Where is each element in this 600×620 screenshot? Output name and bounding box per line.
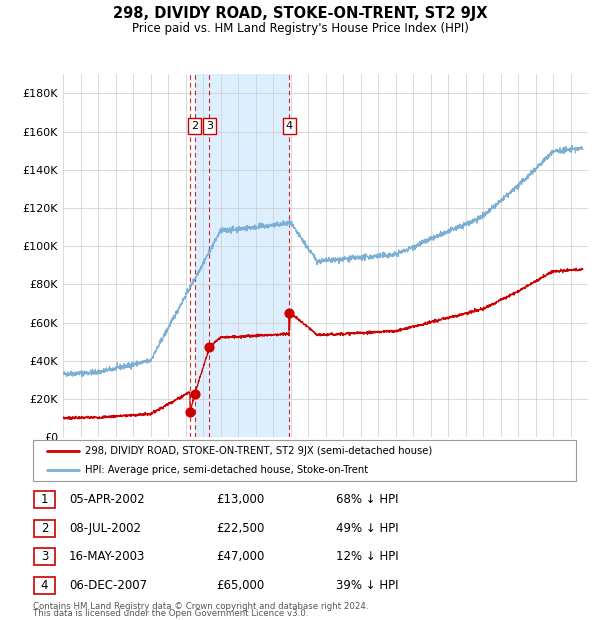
Text: 3: 3 [41,551,48,563]
Text: 12% ↓ HPI: 12% ↓ HPI [336,551,398,563]
FancyBboxPatch shape [34,520,55,536]
Text: £22,500: £22,500 [216,522,265,534]
Text: £65,000: £65,000 [216,579,264,591]
Text: 1: 1 [41,494,48,506]
Text: Price paid vs. HM Land Registry's House Price Index (HPI): Price paid vs. HM Land Registry's House … [131,22,469,35]
Text: 49% ↓ HPI: 49% ↓ HPI [336,522,398,534]
FancyBboxPatch shape [33,440,576,480]
Text: 2: 2 [41,522,48,534]
Point [185,407,195,417]
Text: 06-DEC-2007: 06-DEC-2007 [69,579,147,591]
Text: HPI: Average price, semi-detached house, Stoke-on-Trent: HPI: Average price, semi-detached house,… [85,464,368,475]
Text: £47,000: £47,000 [216,551,265,563]
FancyBboxPatch shape [34,577,55,594]
Text: 16-MAY-2003: 16-MAY-2003 [69,551,145,563]
Text: 298, DIVIDY ROAD, STOKE-ON-TRENT, ST2 9JX: 298, DIVIDY ROAD, STOKE-ON-TRENT, ST2 9J… [113,6,487,21]
Bar [194,74,289,437]
Text: 298, DIVIDY ROAD, STOKE-ON-TRENT, ST2 9JX (semi-detached house): 298, DIVIDY ROAD, STOKE-ON-TRENT, ST2 9J… [85,446,432,456]
Point [190,389,199,399]
Text: £13,000: £13,000 [216,494,264,506]
Text: 05-APR-2002: 05-APR-2002 [69,494,145,506]
Text: 4: 4 [41,579,48,591]
Text: 39% ↓ HPI: 39% ↓ HPI [336,579,398,591]
Text: 3: 3 [206,121,213,131]
Text: 08-JUL-2002: 08-JUL-2002 [69,522,141,534]
FancyBboxPatch shape [34,491,55,508]
Text: 68% ↓ HPI: 68% ↓ HPI [336,494,398,506]
Text: 4: 4 [286,121,293,131]
Text: Contains HM Land Registry data © Crown copyright and database right 2024.: Contains HM Land Registry data © Crown c… [33,601,368,611]
FancyBboxPatch shape [34,549,55,565]
Point [205,342,214,352]
Point [284,308,294,318]
Text: 2: 2 [191,121,198,131]
Text: This data is licensed under the Open Government Licence v3.0.: This data is licensed under the Open Gov… [33,608,308,618]
